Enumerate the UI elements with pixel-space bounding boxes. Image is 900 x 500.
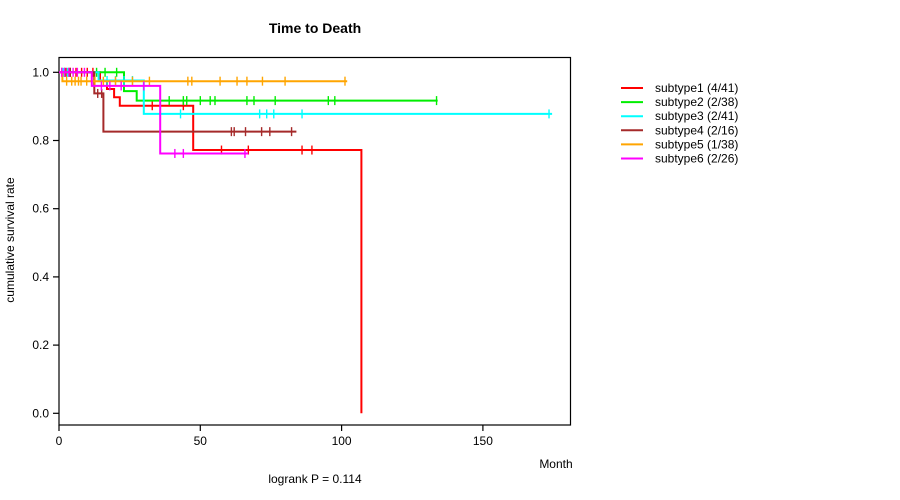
x-tick-label: 0 (56, 434, 63, 448)
legend-label: subtype5 (1/38) (655, 137, 738, 151)
legend-label: subtype2 (2/38) (655, 95, 738, 109)
legend-label: subtype4 (2/16) (655, 123, 738, 137)
chart-title: Time to Death (269, 20, 361, 36)
logrank-annotation: logrank P = 0.114 (268, 472, 362, 486)
x-tick-label: 100 (332, 434, 352, 448)
curves-layer (59, 67, 553, 414)
plot-border (58, 56, 572, 426)
x-tick-label: 50 (194, 434, 208, 448)
legend-label: subtype6 (2/26) (655, 152, 738, 166)
y-tick-label: 0.6 (32, 202, 49, 216)
legend-label: subtype3 (2/41) (655, 109, 738, 123)
y-tick-label: 0.8 (32, 134, 49, 148)
legend: subtype1 (4/41)subtype2 (2/38)subtype3 (… (621, 81, 738, 166)
y-tick-label: 0.4 (32, 270, 49, 284)
y-tick-label: 0.0 (32, 406, 49, 420)
y-tick-label: 1.0 (32, 65, 49, 79)
x-axis-label: Month (539, 457, 572, 471)
y-axis-label: cumulative survival rate (3, 177, 17, 303)
legend-label: subtype1 (4/41) (655, 81, 738, 95)
x-tick-label: 150 (473, 434, 493, 448)
axes-layer: 0 50 100 150 0.0 0.2 0.4 0.6 0.8 1.0 (32, 56, 572, 448)
y-tick-label: 0.2 (32, 338, 49, 352)
